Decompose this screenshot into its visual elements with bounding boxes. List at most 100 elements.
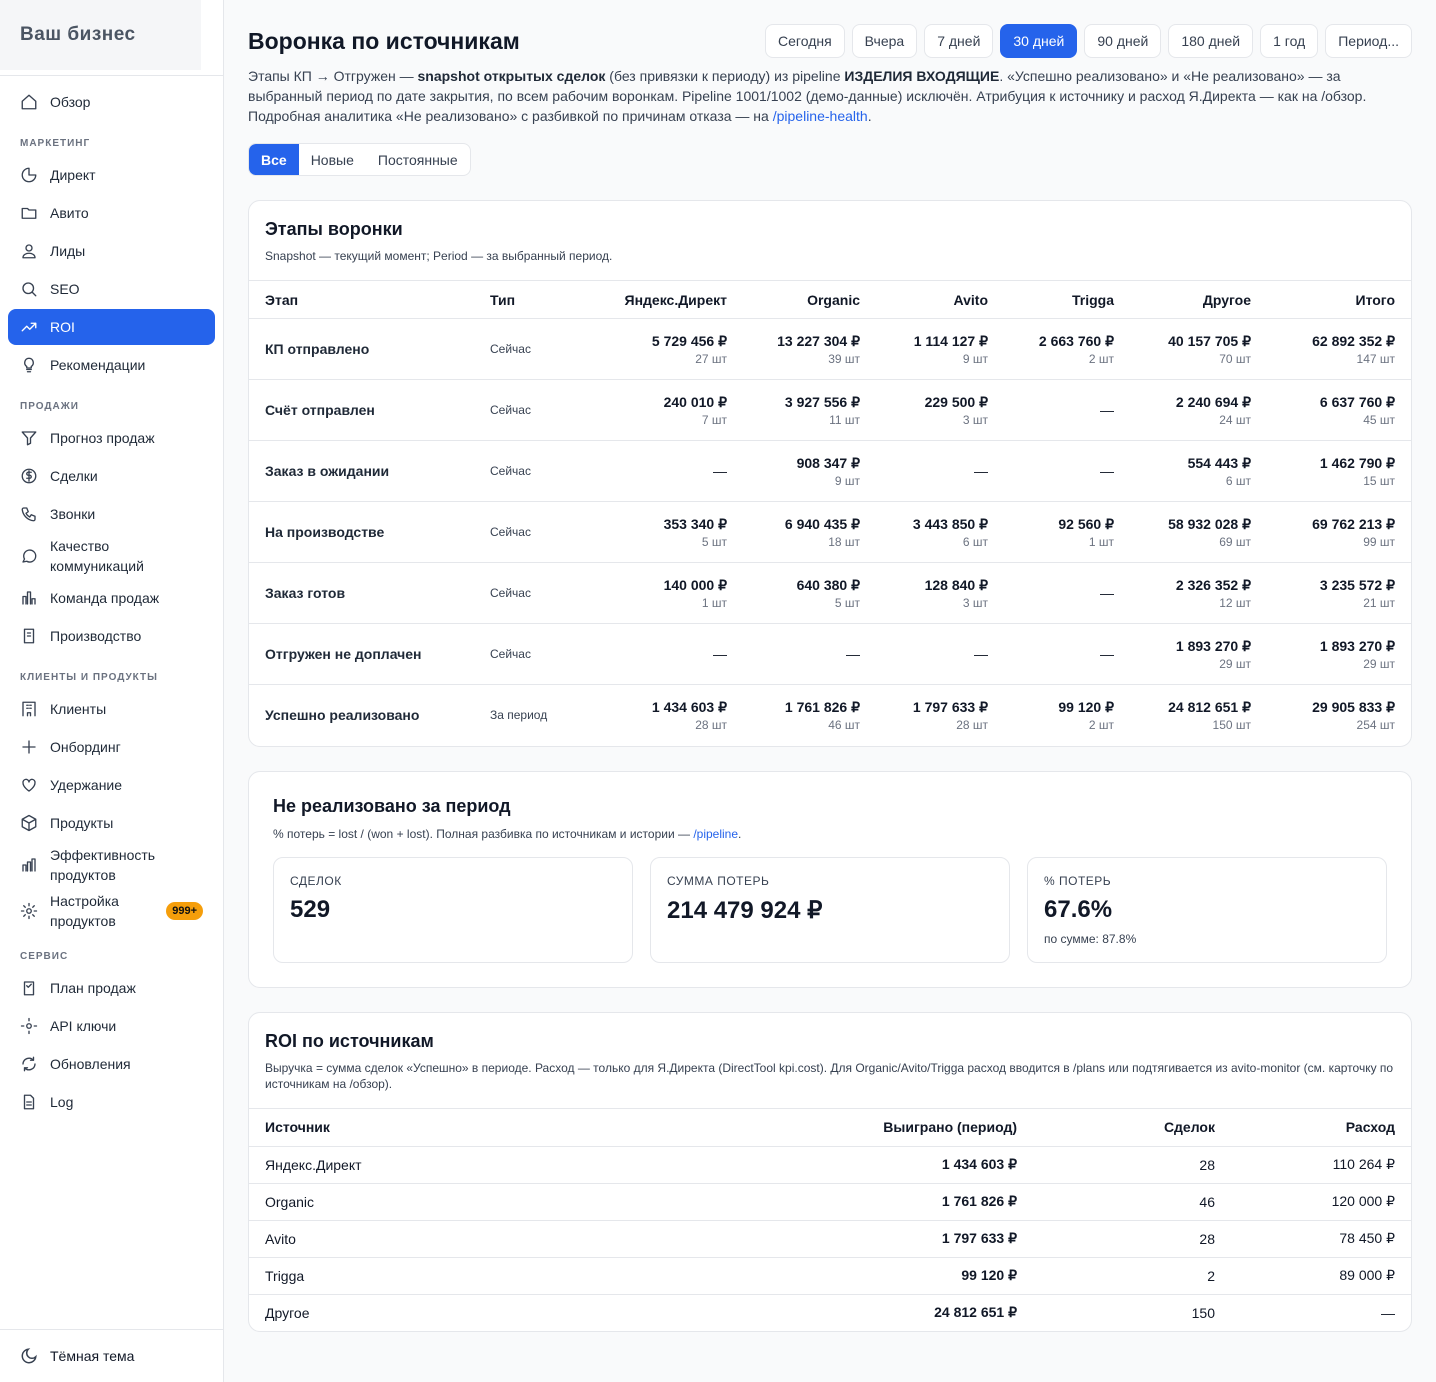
- value-cell: 3 927 556 ₽ 11 шт: [743, 379, 876, 441]
- nav-item[interactable]: Звонки: [8, 496, 215, 532]
- empty-cell: —: [600, 440, 743, 502]
- nav-item[interactable]: Продукты: [8, 805, 215, 841]
- value-cell: 229 500 ₽ 3 шт: [876, 379, 1004, 441]
- nav-item[interactable]: Качество коммуникаций: [8, 534, 215, 578]
- nav-icon: [20, 902, 38, 920]
- sum: 6 637 760 ₽: [1319, 393, 1395, 410]
- period-button[interactable]: 90 дней: [1084, 24, 1162, 58]
- nav-item[interactable]: Рекомендации: [8, 347, 215, 383]
- nav-label: Сделки: [50, 468, 98, 484]
- nav-icon: [20, 1017, 38, 1035]
- nav-item[interactable]: ROI: [8, 309, 215, 345]
- count: 15 шт: [1363, 473, 1395, 488]
- stage-cell: На производстве: [249, 501, 474, 563]
- nav-item[interactable]: План продаж: [8, 970, 215, 1006]
- count: 69 шт: [1219, 534, 1251, 549]
- value-cell: 2 240 694 ₽ 24 шт: [1130, 379, 1267, 441]
- value-cell: 554 443 ₽ 6 шт: [1130, 440, 1267, 502]
- tab[interactable]: Постоянные: [377, 151, 458, 168]
- column-header: Другое: [1130, 280, 1267, 319]
- count: 99 шт: [1363, 534, 1395, 549]
- nav-section-title: ПРОДАЖИ: [20, 401, 79, 412]
- nav-item[interactable]: Log: [8, 1084, 215, 1120]
- card-subtitle: % потерь = lost / (won + lost). Полная р…: [273, 827, 1387, 841]
- link[interactable]: /pipeline-health: [772, 108, 868, 124]
- nav-item[interactable]: Эффективность продуктов: [8, 843, 215, 887]
- nav-item[interactable]: Прогноз продаж: [8, 420, 215, 456]
- period-button[interactable]: 180 дней: [1168, 24, 1254, 58]
- nav-icon: [22, 701, 36, 717]
- nav-section-title: КЛИЕНТЫ И ПРОДУКТЫ: [20, 672, 158, 683]
- nav-item[interactable]: Обновления: [8, 1046, 215, 1082]
- nav-icon: [23, 1094, 35, 1110]
- count: 3 шт: [962, 412, 988, 427]
- sum: 229 500 ₽: [924, 393, 988, 410]
- nav-item[interactable]: Обзор: [8, 84, 215, 120]
- nav-label: Обновления: [50, 1056, 131, 1072]
- link[interactable]: /pipeline: [693, 826, 739, 841]
- bold-text: snapshot открытых сделок: [417, 68, 606, 84]
- cell: 150: [1033, 1293, 1231, 1331]
- sum: 3 443 850 ₽: [912, 515, 988, 532]
- column-header: Avito: [876, 280, 1004, 319]
- cell: 99 120 ₽: [862, 1256, 1033, 1294]
- period-button[interactable]: 30 дней: [1000, 24, 1078, 58]
- period-button[interactable]: Вчера: [851, 24, 918, 58]
- nav-item[interactable]: Онбординг: [8, 729, 215, 765]
- column-header: Итого: [1267, 280, 1411, 319]
- cell: 78 450 ₽: [1231, 1219, 1411, 1257]
- period-button[interactable]: Период...: [1325, 24, 1412, 58]
- empty-cell: —: [1004, 623, 1130, 685]
- page-title: Воронка по источникам: [248, 27, 520, 54]
- cell: 1 434 603 ₽: [862, 1145, 1033, 1183]
- sum: 6 940 435 ₽: [784, 515, 860, 532]
- value-cell: 128 840 ₽ 3 шт: [876, 562, 1004, 624]
- table-row: Успешно реализовано За период 1 434 603 ₽ 2…: [249, 684, 1411, 746]
- column-header: Выиграно (период): [862, 1107, 1033, 1146]
- nav-item[interactable]: API ключи: [8, 1008, 215, 1044]
- nav-item[interactable]: Сделки: [8, 458, 215, 494]
- cell: 24 812 651 ₽: [862, 1293, 1033, 1331]
- nav-section-title: СЕРВИС: [20, 951, 69, 962]
- value-cell: 1 434 603 ₽ 28 шт: [600, 684, 743, 746]
- nav-label: Команда продаж: [50, 590, 160, 606]
- empty-cell: —: [1004, 440, 1130, 502]
- cell: 28: [1033, 1145, 1231, 1183]
- value-cell: 3 235 572 ₽ 21 шт: [1267, 562, 1411, 624]
- period-button[interactable]: 1 год: [1260, 24, 1319, 58]
- text: % потерь = lost / (won + lost). Полная р…: [273, 826, 694, 841]
- count: 29 шт: [1219, 656, 1251, 671]
- nav-item[interactable]: Лиды: [8, 233, 215, 269]
- period-button[interactable]: 7 дней: [924, 24, 994, 58]
- value-cell: 29 905 833 ₽ 254 шт: [1267, 684, 1411, 746]
- moon-icon: [21, 1348, 37, 1364]
- empty-cell: —: [876, 440, 1004, 502]
- nav-item[interactable]: Удержание: [8, 767, 215, 803]
- tab[interactable]: Все: [249, 144, 299, 175]
- nav-item[interactable]: Директ: [8, 157, 215, 193]
- value-cell: 13 227 304 ₽ 39 шт: [743, 318, 876, 380]
- stage-cell: Счёт отправлен: [249, 379, 474, 441]
- nav-item[interactable]: SEO: [8, 271, 215, 307]
- stat-card: СДЕЛОК 529: [273, 856, 633, 963]
- sum: 40 157 705 ₽: [1168, 332, 1251, 349]
- description: Этапы КП → Отгружен — snapshot открытых …: [248, 66, 1412, 126]
- nav-item[interactable]: Команда продаж: [8, 580, 215, 616]
- nav-item[interactable]: Клиенты: [8, 691, 215, 727]
- nav-item[interactable]: Настройка продуктов 999+: [8, 889, 215, 933]
- theme-label: Тёмная тема: [50, 1348, 135, 1364]
- value-cell: 353 340 ₽ 5 шт: [600, 501, 743, 563]
- sum: 640 380 ₽: [796, 576, 860, 593]
- nav-item[interactable]: Производство: [8, 618, 215, 654]
- theme-toggle[interactable]: Тёмная тема: [0, 1329, 223, 1382]
- nav-icon: [21, 814, 37, 832]
- tab[interactable]: Новые: [310, 151, 354, 168]
- period-button[interactable]: Сегодня: [765, 24, 845, 58]
- sum: 353 340 ₽: [663, 515, 727, 532]
- nav-item[interactable]: Авито: [8, 195, 215, 231]
- sum: 1 434 603 ₽: [651, 698, 727, 715]
- value-cell: 1 797 633 ₽ 28 шт: [876, 684, 1004, 746]
- nav-label: План продаж: [50, 980, 136, 996]
